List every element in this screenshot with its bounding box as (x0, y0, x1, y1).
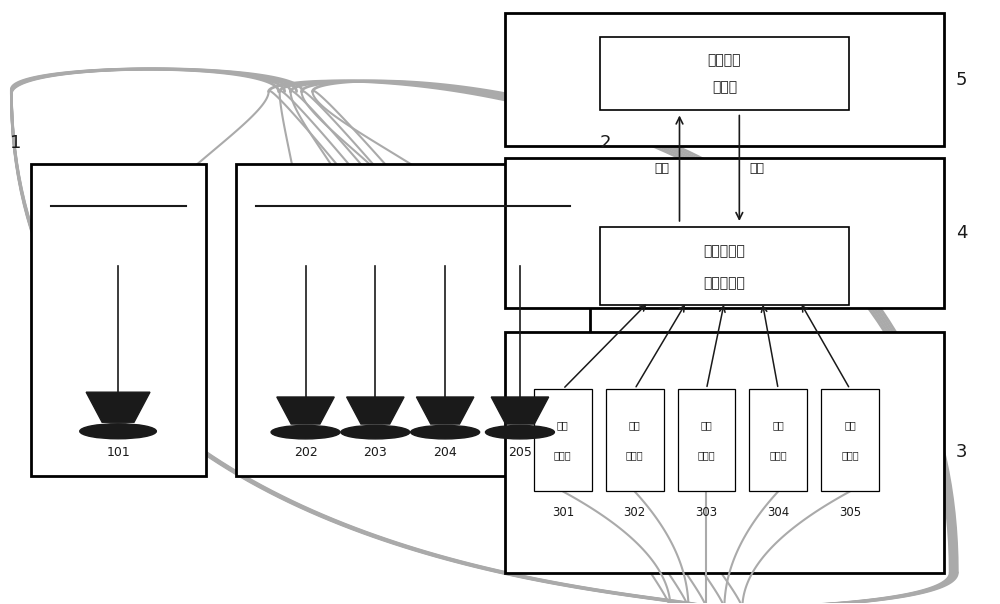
Text: 粒子: 粒子 (772, 420, 784, 430)
Text: 计数器: 计数器 (554, 451, 572, 460)
Text: 5: 5 (956, 71, 967, 89)
Ellipse shape (341, 425, 410, 439)
Polygon shape (86, 392, 150, 422)
Bar (31, 164, 206, 477)
Text: 数据: 数据 (655, 162, 670, 175)
Text: 303: 303 (695, 506, 717, 519)
Bar (821, 389, 879, 492)
Text: 305: 305 (839, 506, 861, 519)
Ellipse shape (411, 425, 480, 439)
Text: 同步采集卡: 同步采集卡 (703, 276, 745, 290)
Text: 粒子计数器: 粒子计数器 (703, 244, 745, 258)
Bar (505, 332, 944, 573)
Text: 202: 202 (294, 446, 317, 459)
Ellipse shape (271, 425, 340, 439)
Text: 3: 3 (956, 443, 967, 461)
Text: 205: 205 (508, 446, 532, 459)
Text: 304: 304 (767, 506, 789, 519)
Text: 2: 2 (600, 133, 611, 152)
Bar (505, 13, 944, 146)
Text: 4: 4 (956, 224, 967, 242)
Text: 203: 203 (363, 446, 387, 459)
Text: 计算机: 计算机 (712, 80, 737, 94)
Text: 1: 1 (10, 133, 21, 152)
Polygon shape (277, 397, 334, 424)
Ellipse shape (485, 425, 554, 439)
Bar (600, 37, 849, 109)
Text: 计数器: 计数器 (769, 451, 787, 460)
Text: 命令: 命令 (749, 162, 764, 175)
Bar (236, 164, 590, 477)
Text: 204: 204 (433, 446, 457, 459)
Text: 粒子: 粒子 (701, 420, 712, 430)
Text: 101: 101 (106, 446, 130, 459)
Text: 计数器: 计数器 (626, 451, 643, 460)
Text: 301: 301 (552, 506, 574, 519)
Bar (600, 227, 849, 305)
Text: 计数器: 计数器 (698, 451, 715, 460)
Bar (749, 389, 807, 492)
Text: 粒子: 粒子 (844, 420, 856, 430)
Polygon shape (491, 397, 549, 424)
Text: 工业控制: 工业控制 (708, 53, 741, 67)
Bar (505, 158, 944, 308)
Text: 302: 302 (624, 506, 646, 519)
Text: 粒子: 粒子 (557, 420, 569, 430)
Bar (606, 389, 664, 492)
Bar (534, 389, 592, 492)
Polygon shape (416, 397, 474, 424)
Ellipse shape (80, 424, 156, 439)
Polygon shape (347, 397, 404, 424)
Text: 粒子: 粒子 (629, 420, 640, 430)
Text: 计数器: 计数器 (841, 451, 859, 460)
Bar (678, 389, 735, 492)
